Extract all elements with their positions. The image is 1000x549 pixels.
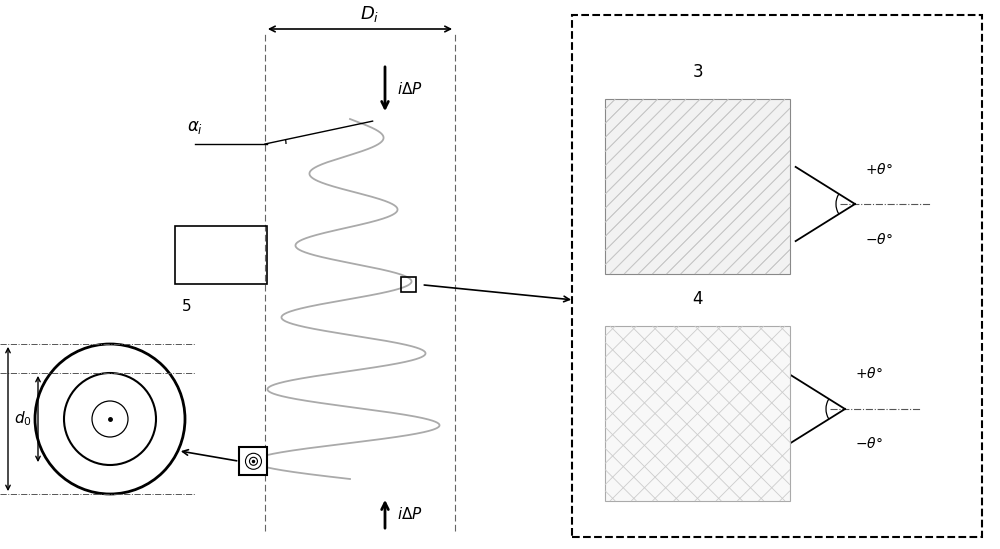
Text: $i\Delta P$: $i\Delta P$: [397, 81, 423, 97]
Text: 3: 3: [692, 63, 703, 81]
Text: $D_i$: $D_i$: [360, 4, 380, 24]
Text: $i\Delta P$: $i\Delta P$: [397, 506, 423, 522]
Text: $+\theta°$: $+\theta°$: [865, 161, 893, 176]
Text: 4: 4: [692, 290, 703, 308]
Text: $-\theta°$: $-\theta°$: [855, 436, 883, 451]
Bar: [605, 99, 790, 274]
Text: $\alpha_i$: $\alpha_i$: [187, 118, 203, 136]
Text: 5: 5: [182, 299, 192, 314]
Bar: [239, 447, 267, 475]
Text: $+\theta°$: $+\theta°$: [855, 367, 883, 382]
Bar: [605, 326, 790, 501]
Text: $d_0$: $d_0$: [14, 410, 32, 428]
Bar: [401, 277, 416, 292]
Bar: [175, 226, 267, 284]
Text: $-\theta°$: $-\theta°$: [865, 232, 893, 247]
